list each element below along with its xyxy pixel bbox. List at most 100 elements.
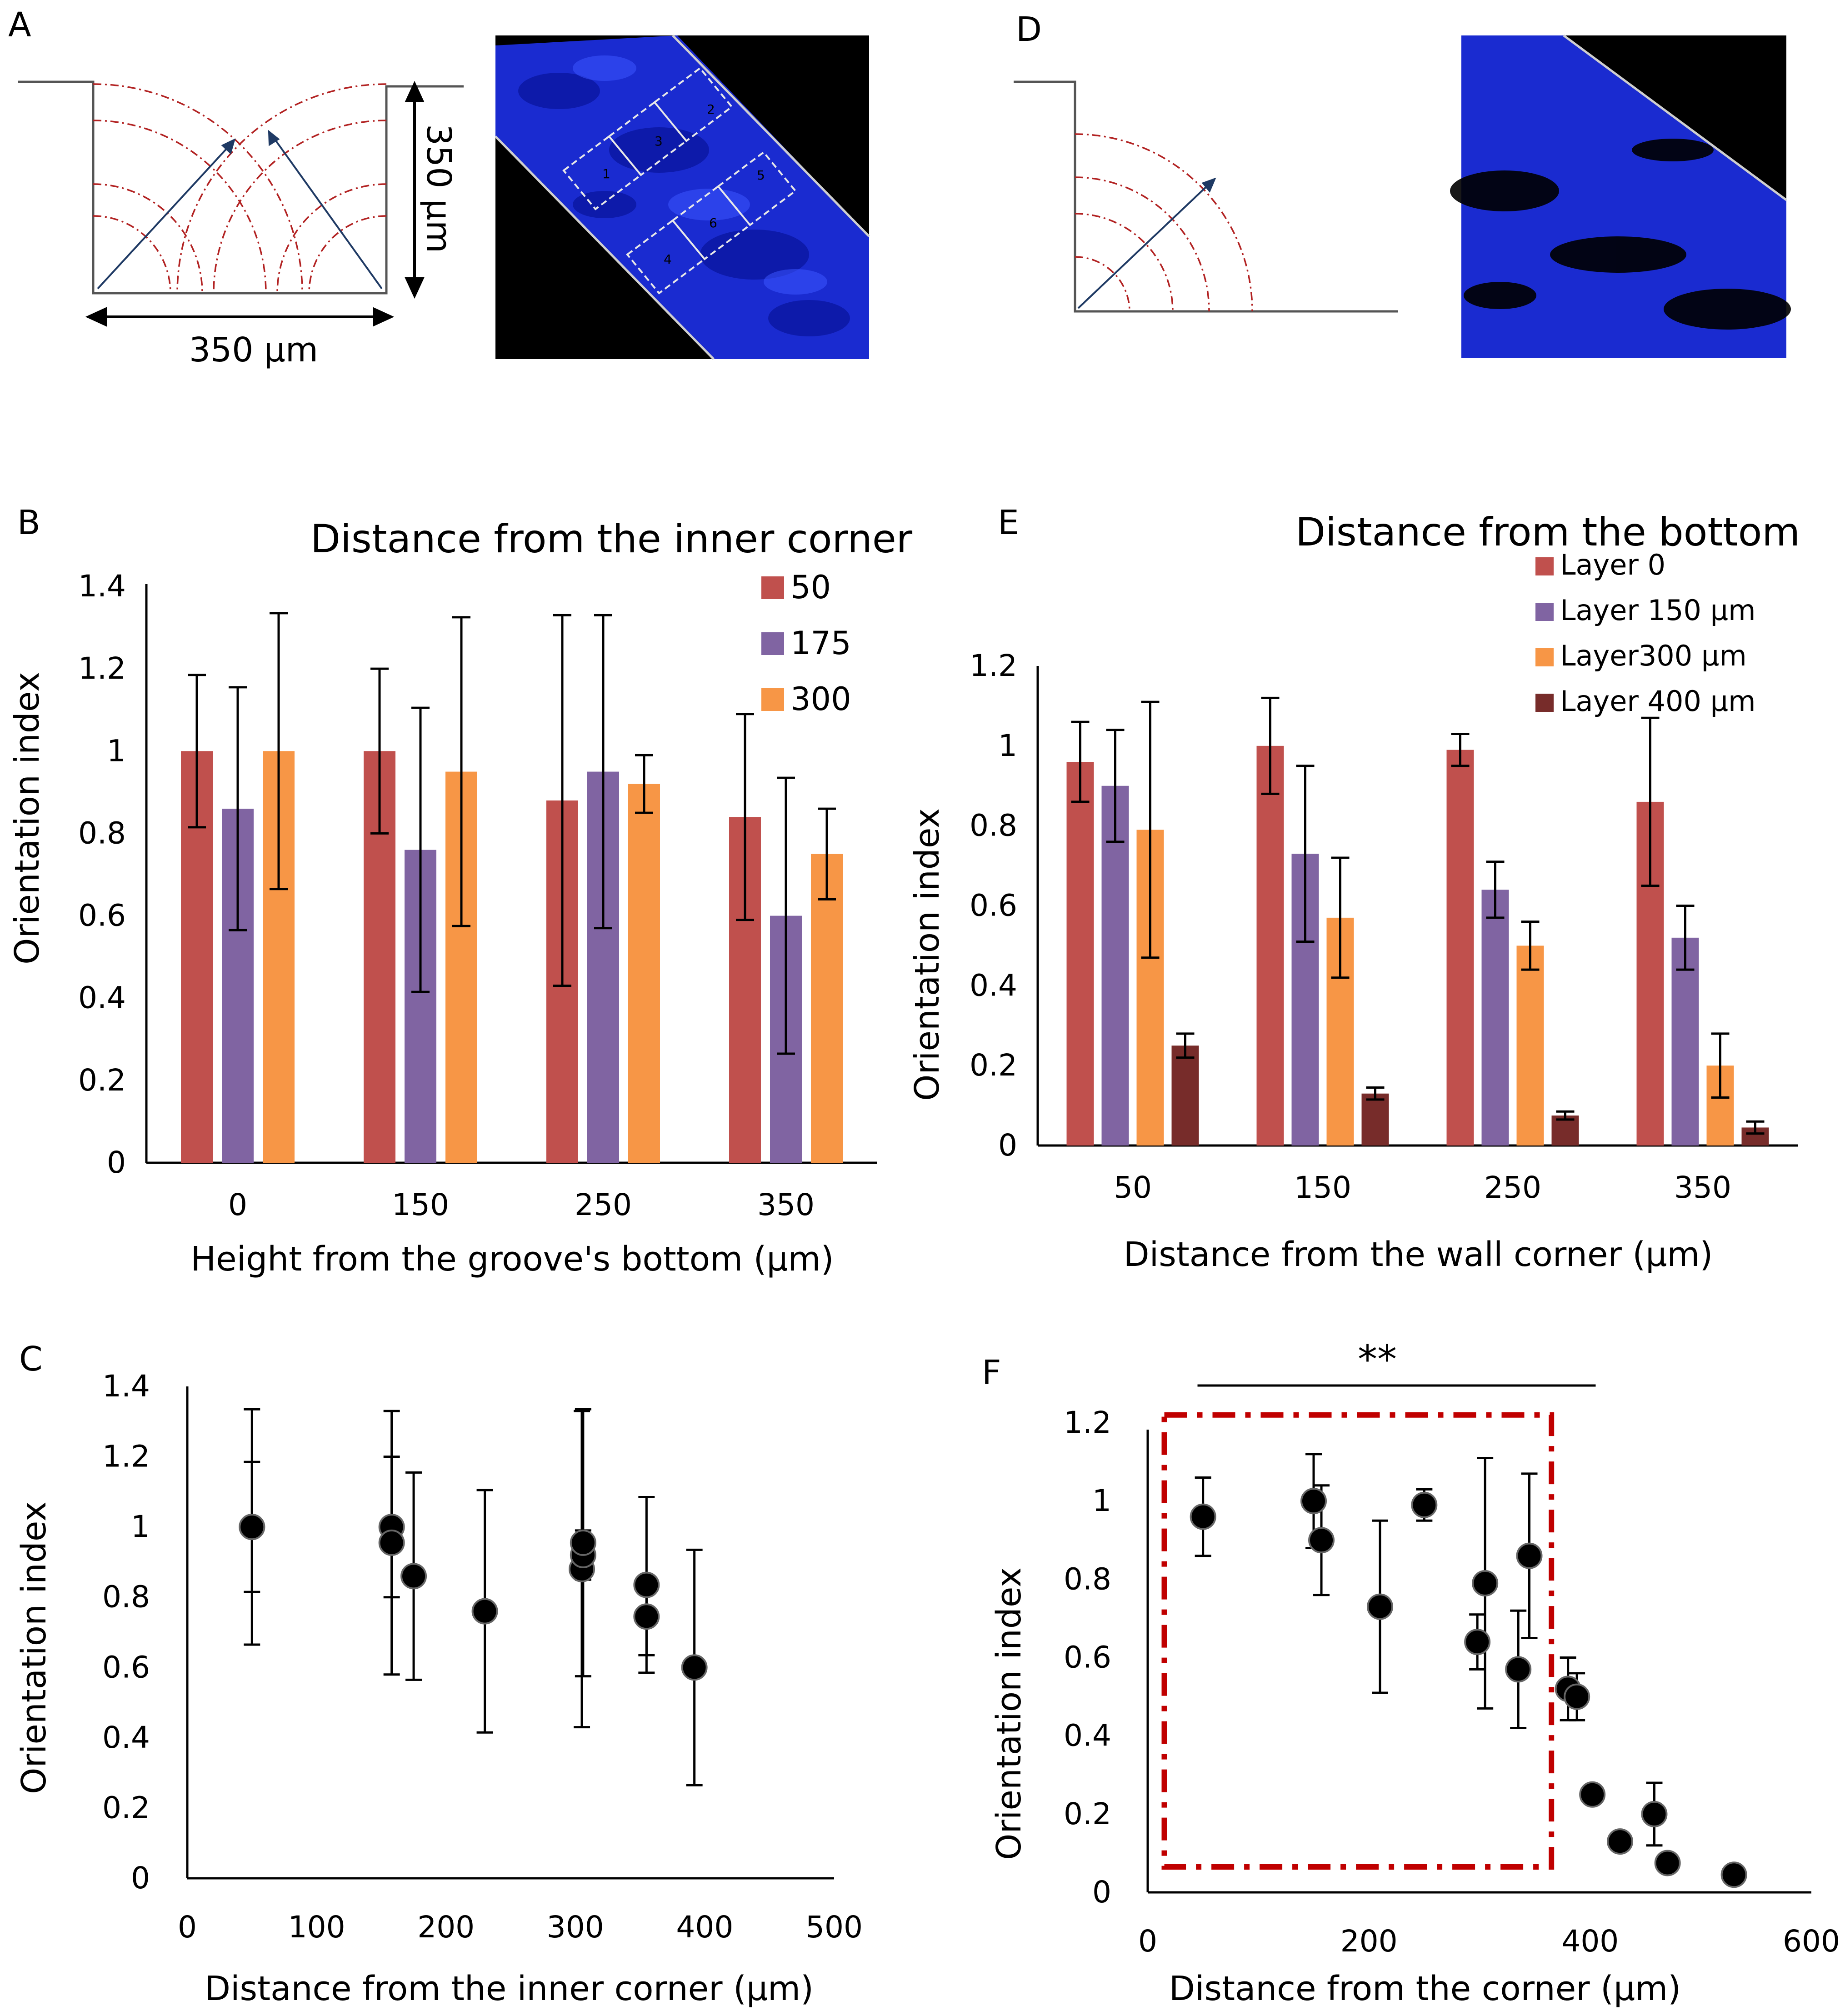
x-tick-label: 0 — [178, 1910, 197, 1945]
height-dimension-label: 350 µm — [419, 124, 458, 253]
panel-letter-e: E — [998, 503, 1019, 542]
data-point — [1607, 1828, 1634, 1855]
panel-letter-b: B — [17, 503, 40, 542]
corner-arrow — [1077, 177, 1216, 309]
y-tick-label: 1 — [107, 733, 126, 768]
panel-letter-d: D — [1016, 10, 1042, 49]
y-tick-label: 0.8 — [1064, 1561, 1111, 1596]
legend-swatch — [1535, 557, 1554, 575]
x-tick-label: 350 — [757, 1187, 815, 1222]
y-tick-label: 1.2 — [102, 1439, 150, 1474]
x-tick-label: 200 — [417, 1910, 475, 1945]
y-tick-label: 0.8 — [970, 808, 1017, 843]
data-point — [681, 1654, 708, 1681]
bar-300 — [811, 854, 843, 1163]
data-point — [471, 1598, 498, 1625]
legend-label: Layer 0 — [1560, 548, 1665, 581]
y-tick-label: 1 — [1092, 1483, 1111, 1518]
data-point — [1411, 1491, 1438, 1518]
panel-letter-f: F — [982, 1353, 1001, 1392]
legend-label: Layer 400 µm — [1560, 685, 1755, 718]
legend-label: 175 — [790, 625, 851, 662]
x-tick-label: 400 — [1561, 1924, 1619, 1959]
legend-swatch — [761, 576, 784, 599]
bar-layer-150-m — [1671, 937, 1699, 1146]
bar-layer-400-m — [1171, 1046, 1199, 1146]
chart-title: Distance from the bottom — [1295, 510, 1800, 555]
corner-diagram-d — [1014, 80, 1398, 313]
x-tick-label: 0 — [1138, 1924, 1157, 1959]
significance-marker: ** — [1358, 1337, 1397, 1382]
x-tick-label: 400 — [676, 1910, 733, 1945]
data-point — [239, 1514, 265, 1541]
data-point — [1308, 1527, 1335, 1554]
legend-label: 300 — [790, 680, 851, 718]
y-tick-label: 0.2 — [1064, 1796, 1111, 1831]
roi-label: 6 — [709, 215, 717, 230]
width-dimension-label: 350 µm — [189, 330, 318, 370]
chart-c: C Distance from the inner corner (µm) Or… — [15, 1340, 863, 2008]
legend-swatch — [761, 688, 784, 711]
data-point — [400, 1563, 427, 1590]
bar-layer300-m — [1516, 945, 1544, 1146]
x-axis-label: Distance from the corner (µm) — [1169, 1969, 1681, 2008]
roi-label: 4 — [664, 252, 672, 267]
panel-a: A 350 — [8, 5, 870, 370]
y-tick-label: 0.2 — [970, 1048, 1017, 1083]
corner-arcs — [1075, 133, 1253, 312]
chart-title: Distance from the inner corner — [310, 516, 913, 562]
legend-swatch — [1535, 648, 1554, 666]
bar-layer-150-m — [1101, 785, 1129, 1146]
data-point — [1472, 1570, 1499, 1596]
data-point — [633, 1603, 660, 1630]
y-tick-label: 0.8 — [78, 815, 126, 850]
micrograph-a: 1 2 3 4 5 6 — [495, 35, 870, 360]
y-tick-label: 1 — [131, 1509, 150, 1544]
panel-letter-a: A — [8, 5, 31, 45]
legend-label: 50 — [790, 569, 831, 606]
x-axis-label: Height from the groove's bottom (µm) — [191, 1240, 834, 1279]
height-dimension-arrow — [405, 80, 425, 299]
groove-diagram-a: 350 µm 350 µm — [18, 80, 464, 370]
y-tick-label: 0 — [998, 1128, 1017, 1163]
data-point — [1654, 1850, 1681, 1876]
roi-label: 2 — [707, 102, 715, 117]
data-point — [1641, 1801, 1668, 1827]
micrograph-d — [1450, 34, 1791, 358]
roi-labels: 1 2 3 4 5 6 — [602, 102, 765, 267]
bar-layer-400-m — [1361, 1093, 1389, 1146]
x-tick-label: 200 — [1340, 1924, 1398, 1959]
legend-swatch — [1535, 603, 1554, 621]
bar-300 — [628, 784, 660, 1163]
bar-layer-0 — [1446, 750, 1474, 1146]
panel-d: D — [1014, 10, 1791, 358]
data-point — [1564, 1683, 1590, 1710]
x-tick-label: 0 — [228, 1187, 247, 1222]
chart-b: B Distance from the inner corner Height … — [8, 503, 913, 1279]
panel-letter-c: C — [19, 1340, 43, 1379]
data-point — [633, 1571, 660, 1598]
legend-swatch — [761, 632, 784, 655]
bar-layer-150-m — [1481, 890, 1509, 1146]
y-axis-label: Orientation index — [8, 672, 47, 965]
x-tick-label: 150 — [1294, 1170, 1351, 1205]
y-tick-label: 0 — [1092, 1875, 1111, 1910]
data-point — [1516, 1542, 1543, 1569]
width-dimension-arrow — [85, 307, 395, 327]
y-tick-label: 0.4 — [102, 1720, 150, 1755]
y-tick-label: 0.6 — [970, 888, 1017, 923]
x-axis-label: Distance from the wall corner (µm) — [1124, 1235, 1713, 1274]
x-tick-label: 150 — [392, 1187, 449, 1222]
x-tick-label: 600 — [1783, 1924, 1840, 1959]
x-tick-label: 250 — [1484, 1170, 1541, 1205]
bar-layer-0 — [1066, 762, 1094, 1146]
y-tick-label: 0.6 — [102, 1650, 150, 1685]
direction-arrows — [97, 130, 383, 290]
data-point — [1300, 1488, 1327, 1515]
orientation-arcs — [93, 83, 387, 294]
data-point — [1579, 1781, 1606, 1808]
y-tick-label: 1.2 — [1064, 1405, 1111, 1440]
y-tick-label: 1.4 — [102, 1369, 150, 1404]
roi-label: 3 — [655, 134, 663, 149]
